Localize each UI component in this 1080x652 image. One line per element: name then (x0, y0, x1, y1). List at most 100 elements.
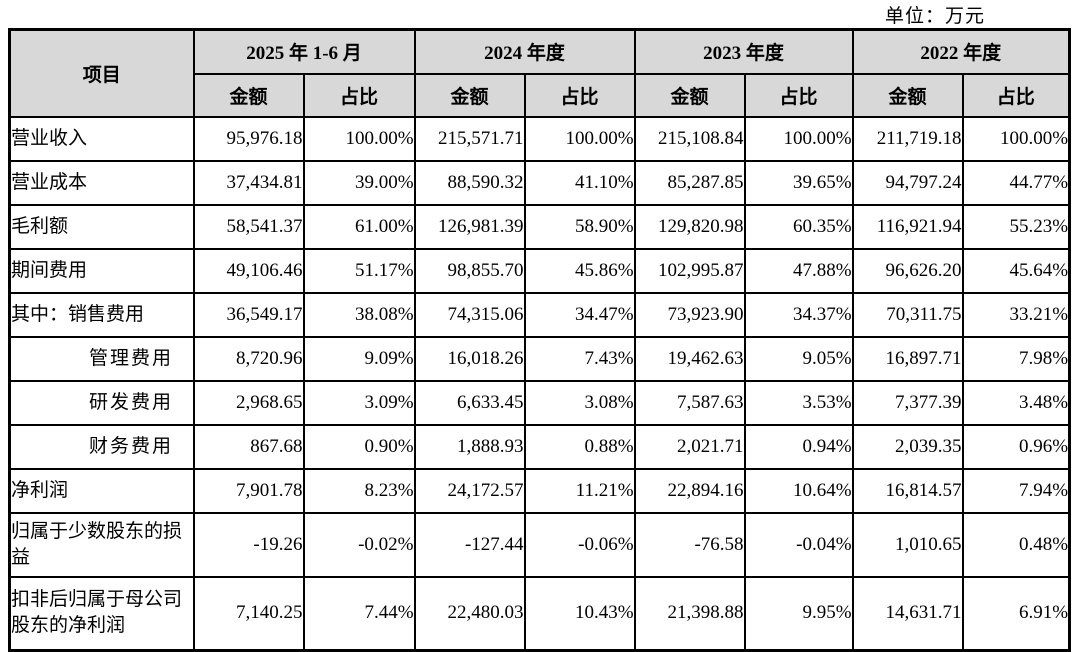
ratio-cell: 8.23% (302, 467, 416, 514)
row-label: 扣非后归属于母公司股东的净利润 (8, 575, 195, 652)
column-header-ratio-2025h1: 占比 (302, 72, 416, 118)
amount-cell: 16,814.57 (851, 467, 964, 514)
amount-cell: -76.58 (633, 511, 746, 578)
ratio-cell: 44.77% (961, 159, 1071, 206)
column-header-amount-2023: 金额 (633, 72, 746, 118)
column-header-period-2025h1: 2025 年 1-6 月 (192, 28, 416, 75)
ratio-cell: 3.09% (302, 379, 416, 426)
table-row: 营业收入 95,976.18 100.00% 215,571.71 100.00% 215… (8, 115, 1071, 162)
column-header-ratio-2023: 占比 (743, 72, 854, 118)
ratio-cell: 58.90% (523, 203, 636, 250)
table-row: 期间费用 49,106.46 51.17% 98,855.70 45.86% 102,99… (8, 247, 1071, 294)
amount-cell: 73,923.90 (633, 291, 746, 338)
ratio-cell: 3.48% (961, 379, 1071, 426)
amount-cell: 8,720.96 (192, 335, 305, 382)
column-header-period-2024: 2024 年度 (413, 28, 636, 75)
ratio-cell: 11.21% (523, 467, 636, 514)
ratio-cell: 45.64% (961, 247, 1071, 294)
row-label: 净利润 (8, 467, 195, 514)
row-label: 营业收入 (8, 115, 195, 162)
amount-cell: 19,462.63 (633, 335, 746, 382)
ratio-cell: 7.98% (961, 335, 1071, 382)
ratio-cell: 34.37% (743, 291, 854, 338)
ratio-cell: 47.88% (743, 247, 854, 294)
table-body: 营业收入 95,976.18 100.00% 215,571.71 100.00% 215… (8, 115, 1071, 652)
table-row: 管理费用 8,720.96 9.09% 16,018.26 7.43% 19,462.63… (8, 335, 1071, 382)
ratio-cell: 6.91% (961, 575, 1071, 652)
amount-cell: 22,480.03 (413, 575, 526, 652)
ratio-cell: 9.09% (302, 335, 416, 382)
table-row: 净利润 7,901.78 8.23% 24,172.57 11.21% 22,894.16… (8, 467, 1071, 514)
amount-cell: 16,897.71 (851, 335, 964, 382)
amount-cell: 70,311.75 (851, 291, 964, 338)
table-row: 研发费用 2,968.65 3.09% 6,633.45 3.08% 7,587.63 3.… (8, 379, 1071, 426)
ratio-cell: 33.21% (961, 291, 1071, 338)
ratio-cell: 0.48% (961, 511, 1071, 578)
row-label: 毛利额 (8, 203, 195, 250)
table-row: 营业成本 37,434.81 39.00% 88,590.32 41.10% 85,287… (8, 159, 1071, 206)
ratio-cell: 0.90% (302, 423, 416, 470)
amount-cell: 85,287.85 (633, 159, 746, 206)
ratio-cell: 38.08% (302, 291, 416, 338)
ratio-cell: 0.88% (523, 423, 636, 470)
table-row: 归属于少数股东的损益 -19.26 -0.02% -127.44 -0.06% -76.5… (8, 511, 1071, 578)
ratio-cell: 41.10% (523, 159, 636, 206)
amount-cell: -19.26 (192, 511, 305, 578)
row-label: 财务费用 (8, 423, 195, 470)
amount-cell: 7,587.63 (633, 379, 746, 426)
column-header-amount-2022: 金额 (851, 72, 964, 118)
column-header-ratio-2024: 占比 (523, 72, 636, 118)
ratio-cell: 100.00% (743, 115, 854, 162)
ratio-cell: -0.06% (523, 511, 636, 578)
ratio-cell: 10.43% (523, 575, 636, 652)
column-header-period-2022: 2022 年度 (851, 28, 1071, 75)
amount-cell: 58,541.37 (192, 203, 305, 250)
table-header: 项目 2025 年 1-6 月 2024 年度 2023 年度 2022 年度 … (8, 28, 1071, 118)
column-header-item: 项目 (8, 28, 195, 118)
amount-cell: 95,976.18 (192, 115, 305, 162)
amount-cell: 7,377.39 (851, 379, 964, 426)
ratio-cell: 100.00% (302, 115, 416, 162)
ratio-cell: 100.00% (523, 115, 636, 162)
ratio-cell: 39.65% (743, 159, 854, 206)
ratio-cell: 100.00% (961, 115, 1071, 162)
amount-cell: 1,888.93 (413, 423, 526, 470)
ratio-cell: 61.00% (302, 203, 416, 250)
column-header-ratio-2022: 占比 (961, 72, 1071, 118)
table-header-period-row: 项目 2025 年 1-6 月 2024 年度 2023 年度 2022 年度 (8, 28, 1071, 118)
row-label: 管理费用 (8, 335, 195, 382)
ratio-cell: 55.23% (961, 203, 1071, 250)
ratio-cell: 9.95% (743, 575, 854, 652)
ratio-cell: 7.44% (302, 575, 416, 652)
amount-cell: 211,719.18 (851, 115, 964, 162)
row-label: 归属于少数股东的损益 (8, 511, 195, 578)
amount-cell: 867.68 (192, 423, 305, 470)
financial-table: 项目 2025 年 1-6 月 2024 年度 2023 年度 2022 年度 … (8, 28, 1072, 652)
amount-cell: 2,968.65 (192, 379, 305, 426)
amount-cell: 6,633.45 (413, 379, 526, 426)
table-row: 毛利额 58,541.37 61.00% 126,981.39 58.90% 129,82… (8, 203, 1071, 250)
table-row: 财务费用 867.68 0.90% 1,888.93 0.88% 2,021.71 0.94… (8, 423, 1071, 470)
amount-cell: 98,855.70 (413, 247, 526, 294)
amount-cell: 96,626.20 (851, 247, 964, 294)
amount-cell: 37,434.81 (192, 159, 305, 206)
column-header-amount-2025h1: 金额 (192, 72, 305, 118)
amount-cell: -127.44 (413, 511, 526, 578)
amount-cell: 2,021.71 (633, 423, 746, 470)
amount-cell: 116,921.94 (851, 203, 964, 250)
amount-cell: 14,631.71 (851, 575, 964, 652)
amount-cell: 21,398.88 (633, 575, 746, 652)
ratio-cell: 51.17% (302, 247, 416, 294)
amount-cell: 49,106.46 (192, 247, 305, 294)
ratio-cell: 3.08% (523, 379, 636, 426)
amount-cell: 88,590.32 (413, 159, 526, 206)
amount-cell: 102,995.87 (633, 247, 746, 294)
row-label: 其中：销售费用 (8, 291, 195, 338)
amount-cell: 74,315.06 (413, 291, 526, 338)
amount-cell: 126,981.39 (413, 203, 526, 250)
column-header-amount-2024: 金额 (413, 72, 526, 118)
ratio-cell: 39.00% (302, 159, 416, 206)
row-label: 营业成本 (8, 159, 195, 206)
ratio-cell: 60.35% (743, 203, 854, 250)
ratio-cell: 0.94% (743, 423, 854, 470)
